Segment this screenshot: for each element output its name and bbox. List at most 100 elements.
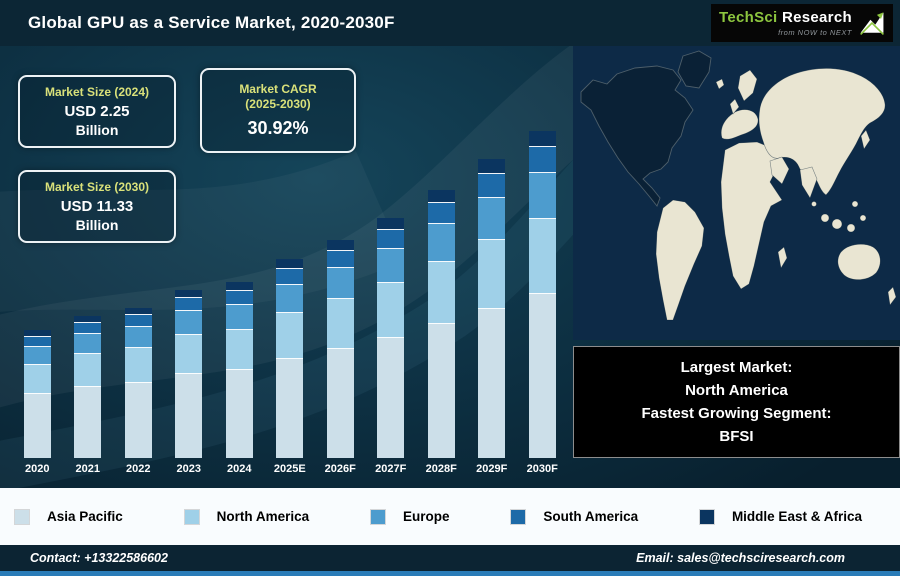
bar-group-2022: 2022 — [113, 308, 164, 476]
stacked-bar — [225, 282, 253, 458]
bar-segment-north-america — [175, 335, 203, 374]
email-text: Email: sales@techsciresearch.com — [636, 551, 845, 565]
box-label: Market Size (2030) — [44, 180, 150, 194]
x-axis-label: 2023 — [176, 463, 201, 475]
bar-segment-south-america — [377, 230, 405, 249]
legend-swatch-icon — [14, 508, 30, 525]
legend-label: Asia Pacific — [47, 509, 123, 524]
world-map-panel — [573, 46, 900, 340]
stacked-bar — [478, 159, 506, 458]
bar-segment-middle-east-africa — [478, 159, 506, 174]
legend-label: Middle East & Africa — [731, 509, 862, 524]
legend-label: Europe — [402, 509, 450, 524]
bar-segment-middle-east-africa — [427, 190, 455, 203]
bar-segment-south-america — [276, 269, 304, 285]
bar-group-2024: 2024 — [214, 282, 265, 476]
bar-segment-north-america — [225, 330, 253, 370]
stacked-bar — [528, 131, 556, 458]
logo-tagline: from NOW to NEXT — [778, 28, 852, 37]
box-value: 30.92% — [247, 118, 309, 138]
stacked-bar — [427, 190, 455, 458]
legend-item-south-america: South America — [510, 508, 639, 525]
bar-segment-europe — [326, 268, 354, 299]
island-sri-lanka — [811, 201, 817, 207]
region-british-isles — [729, 98, 740, 115]
continent-europe — [720, 109, 759, 140]
header-bar: Global GPU as a Service Market, 2020-203… — [0, 0, 900, 46]
x-axis-label: 2027F — [375, 463, 407, 475]
bar-segment-europe — [23, 347, 51, 365]
x-axis-label: 2022 — [126, 463, 151, 475]
bar-segment-middle-east-africa — [528, 131, 556, 147]
bar-segment-asia-pacific — [326, 349, 354, 458]
legend-label: South America — [543, 509, 639, 524]
island-indonesia-1 — [820, 213, 830, 223]
bottom-accent-strip — [0, 571, 900, 576]
x-axis-label: 2020 — [25, 463, 50, 475]
bar-segment-north-america — [276, 313, 304, 359]
note-line: Largest Market: — [680, 358, 793, 376]
stacked-bar — [74, 316, 102, 458]
bar-segment-north-america — [74, 354, 102, 387]
x-axis-label: 2030F — [526, 463, 558, 475]
bar-segment-north-america — [326, 299, 354, 349]
continent-south-america — [655, 199, 705, 321]
footer-bar: Contact: +13322586602 Email: sales@techs… — [0, 545, 900, 571]
bar-segment-europe — [276, 285, 304, 313]
bar-segment-asia-pacific — [124, 383, 152, 458]
region-scandinavia — [737, 69, 758, 102]
bar-segment-asia-pacific — [276, 359, 304, 458]
bar-segment-europe — [528, 173, 556, 219]
legend-swatch-icon — [510, 508, 527, 525]
box-label: Market Size (2024) — [44, 85, 150, 99]
stacked-bar — [23, 330, 51, 458]
region-japan — [860, 129, 871, 150]
stacked-bar — [124, 308, 152, 458]
bar-segment-middle-east-africa — [377, 218, 405, 230]
largest-market-note: Largest Market: North America Fastest Gr… — [573, 346, 900, 458]
stacked-bar — [175, 290, 203, 458]
island-indonesia-2 — [831, 218, 843, 230]
stacked-bar — [326, 240, 354, 458]
market-cagr-box: Market CAGR (2025-2030) 30.92% — [200, 68, 356, 153]
bar-group-2030f: 2030F — [517, 131, 568, 476]
bar-segment-south-america — [478, 174, 506, 198]
legend-item-europe: Europe — [369, 508, 450, 525]
bar-segment-north-america — [478, 240, 506, 309]
bar-segment-north-america — [528, 219, 556, 294]
bar-segment-north-america — [124, 348, 152, 383]
continent-greenland — [677, 50, 712, 89]
bar-group-2021: 2021 — [63, 316, 114, 476]
stacked-bar — [377, 218, 405, 458]
bar-segment-europe — [225, 305, 253, 330]
bar-segment-europe — [124, 327, 152, 348]
bar-segment-south-america — [124, 315, 152, 327]
arrow-icon — [859, 12, 884, 35]
bar-segment-north-america — [23, 365, 51, 394]
box-value: USD 2.25 — [64, 103, 130, 120]
bar-segment-middle-east-africa — [276, 259, 304, 269]
legend-swatch-icon — [369, 508, 386, 525]
x-axis-label: 2021 — [75, 463, 100, 475]
bar-group-2029f: 2029F — [467, 159, 518, 476]
brand-name: TechSci Research — [719, 9, 852, 26]
page-title: Global GPU as a Service Market, 2020-203… — [28, 13, 395, 32]
bar-group-2028f: 2028F — [416, 190, 467, 476]
x-axis-label: 2029F — [476, 463, 508, 475]
bar-segment-north-america — [377, 283, 405, 338]
bar-segment-south-america — [326, 251, 354, 268]
bar-segment-middle-east-africa — [225, 282, 253, 291]
bar-segment-south-america — [225, 291, 253, 305]
bar-segment-asia-pacific — [528, 294, 556, 458]
market-size-2024-box: Market Size (2024) USD 2.25 Billion — [18, 75, 176, 148]
bar-segment-middle-east-africa — [74, 316, 102, 323]
bar-segment-south-america — [175, 298, 203, 311]
bar-segment-europe — [377, 249, 405, 283]
box-unit: Billion — [75, 122, 119, 138]
note-line: North America — [685, 381, 788, 399]
x-axis-label: 2028F — [425, 463, 457, 475]
box-label: Market CAGR — [239, 82, 317, 96]
legend-swatch-icon — [183, 508, 200, 525]
bar-segment-asia-pacific — [478, 309, 506, 458]
bar-segment-south-america — [23, 337, 51, 347]
